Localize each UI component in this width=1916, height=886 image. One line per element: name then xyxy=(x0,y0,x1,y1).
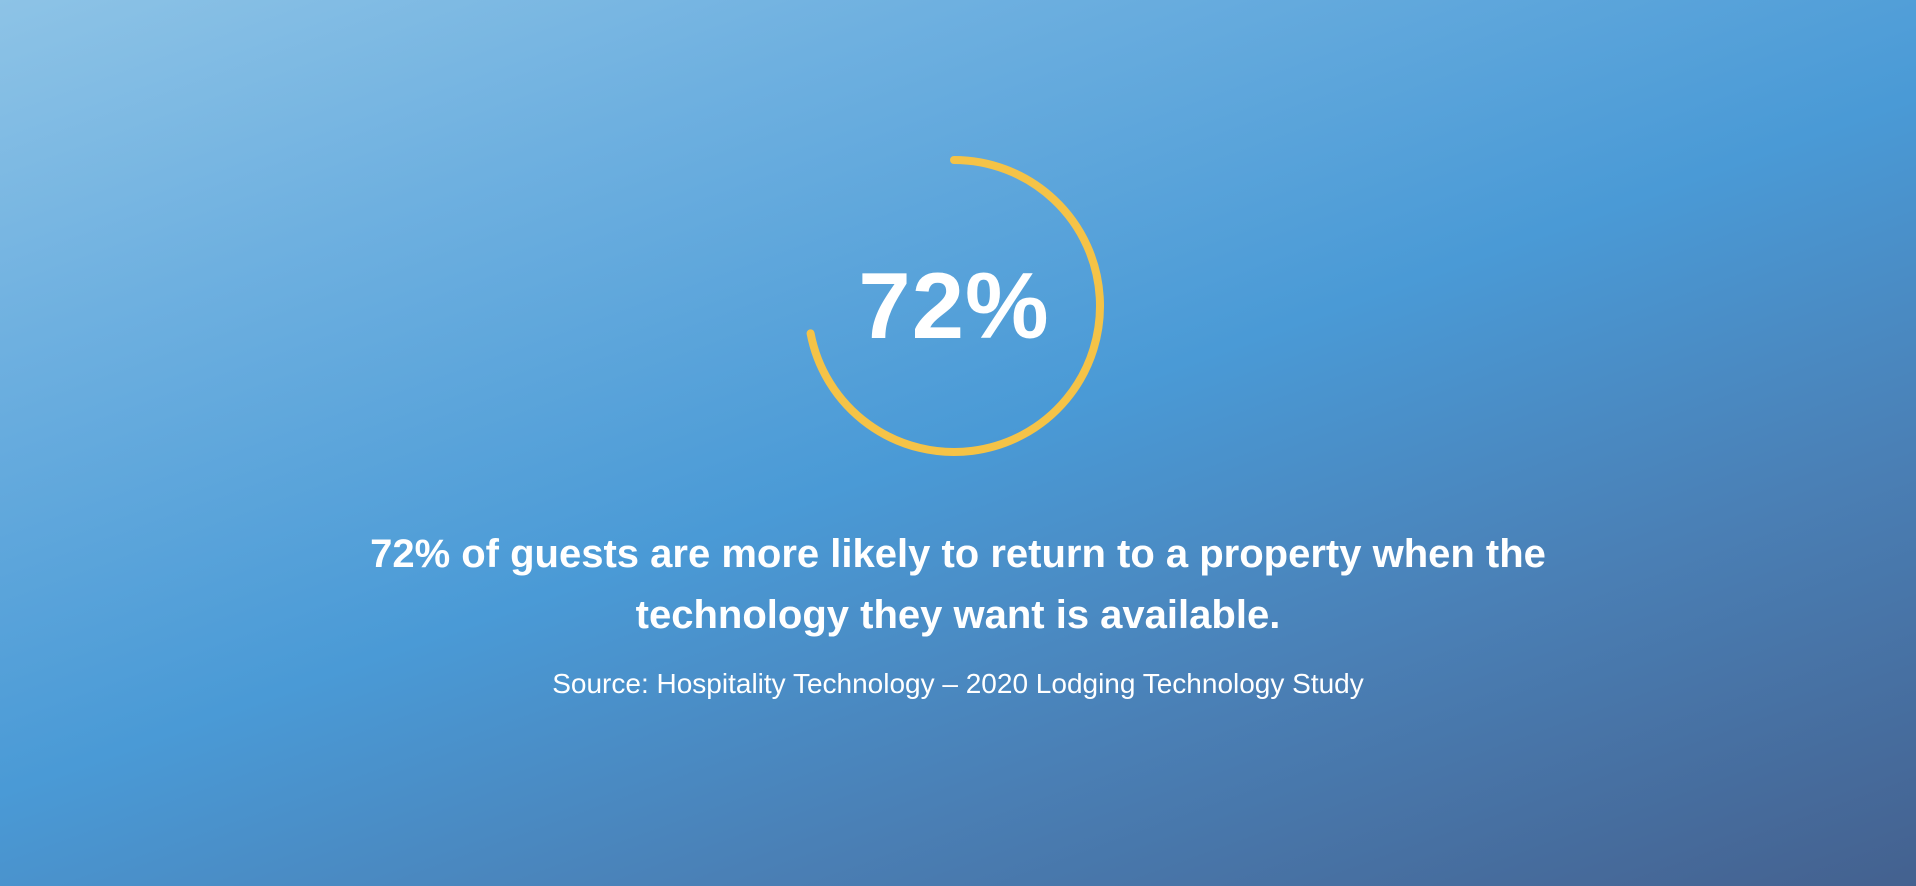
stat-value: 72% xyxy=(858,253,1050,358)
progress-ring-card: 72% xyxy=(804,156,1104,456)
progress-ring-arc xyxy=(806,156,1104,456)
progress-ring xyxy=(806,156,1104,456)
source-citation: Source: Hospitality Technology – 2020 Lo… xyxy=(552,668,1364,699)
headline-text: 72% of guests are more likely to return … xyxy=(370,532,1546,637)
